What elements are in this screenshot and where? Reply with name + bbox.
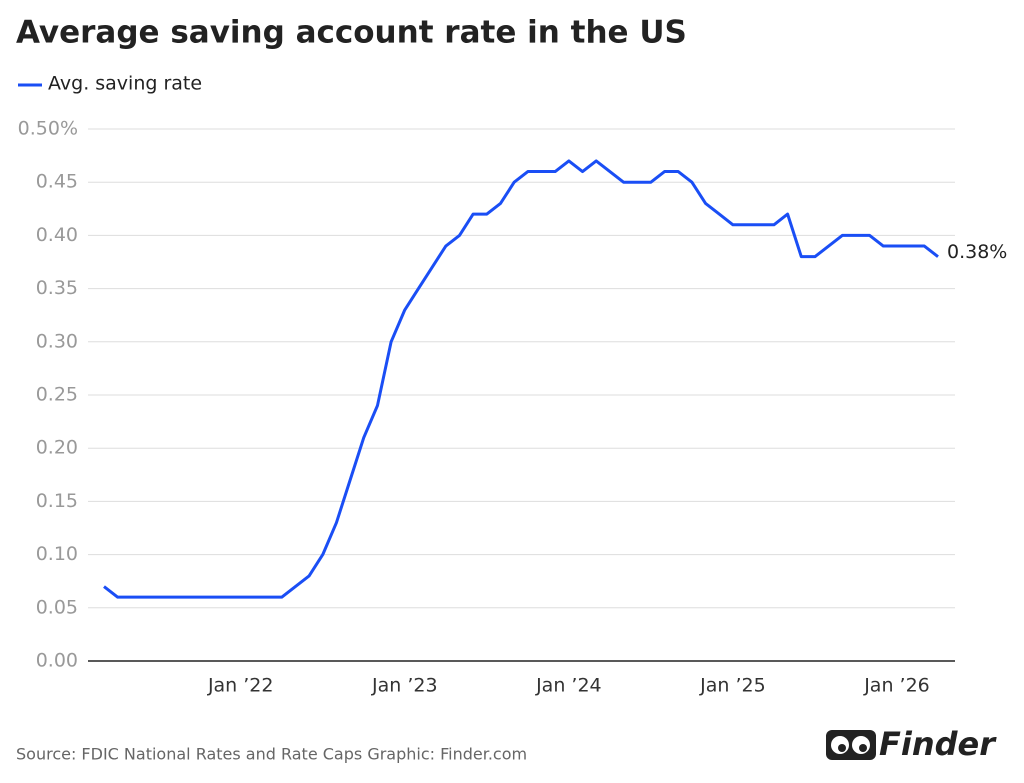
x-tick-label: Jan ’23	[371, 675, 438, 697]
x-tick-label: Jan ’26	[863, 675, 930, 697]
value-label: 0.38%	[947, 241, 1007, 263]
y-tick-label: 0.40	[36, 224, 78, 246]
y-tick-label: 0.05	[36, 596, 78, 618]
legend-label: Avg. saving rate	[48, 73, 202, 95]
source: Source: FDIC National Rates and Rate Cap…	[16, 745, 527, 764]
y-tick-label: 0.20	[36, 437, 78, 459]
x-tick-label: Jan ’24	[535, 675, 602, 697]
logo-text: Finder	[879, 725, 997, 763]
logo-pupil	[859, 744, 867, 752]
x-tick-label: Jan ’25	[699, 675, 766, 697]
x-tick-label: Jan ’22	[207, 675, 274, 697]
y-tick-label: 0.00	[36, 650, 78, 672]
y-tick-label: 0.30	[36, 330, 78, 352]
chart-title: Average saving account rate in the US	[16, 15, 687, 51]
y-tick-label: 0.15	[36, 490, 78, 512]
logo: Finder	[826, 725, 997, 763]
line	[103, 159, 939, 599]
y-tick-label: 0.45	[36, 171, 78, 193]
logo-pupil	[838, 744, 846, 752]
y-tick-label: 0.10	[36, 543, 78, 565]
y-tick-label: 0.50%	[18, 118, 78, 140]
y-tick-label: 0.25	[36, 384, 78, 406]
y-tick-label: 0.35	[36, 277, 78, 299]
